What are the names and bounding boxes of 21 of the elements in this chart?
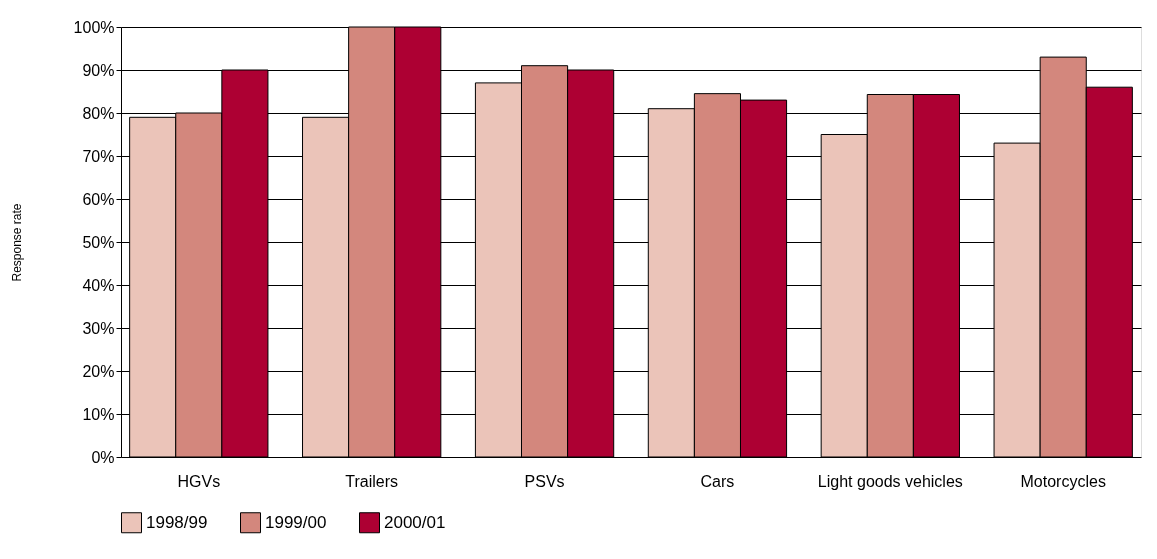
y-axis-title: Response rate — [9, 203, 24, 282]
y-tick-label: 80% — [82, 104, 115, 122]
y-tick-label: 60% — [82, 190, 115, 208]
y-tick-label: 50% — [82, 233, 115, 251]
x-tick-label: Motorcycles — [1020, 472, 1106, 490]
legend-label: 1998/99 — [146, 512, 208, 532]
x-tick-label: HGVs — [177, 472, 221, 490]
y-tick-label: 100% — [73, 18, 115, 36]
y-tick-label: 90% — [82, 61, 115, 79]
y-tick-label: 70% — [82, 147, 115, 165]
x-tick-label: Trailers — [345, 472, 399, 490]
y-tick-label: 0% — [91, 448, 115, 466]
y-tick-label: 10% — [82, 405, 115, 423]
x-tick-label: PSVs — [524, 472, 565, 490]
y-tick-label: 30% — [82, 319, 115, 337]
y-tick-label: 40% — [82, 276, 115, 294]
y-tick-label: 20% — [82, 362, 115, 380]
legend-label: 2000/01 — [384, 512, 446, 532]
x-tick-label: Light goods vehicles — [817, 472, 963, 490]
legend-label: 1999/00 — [265, 512, 327, 532]
x-tick-label: Cars — [700, 472, 735, 490]
